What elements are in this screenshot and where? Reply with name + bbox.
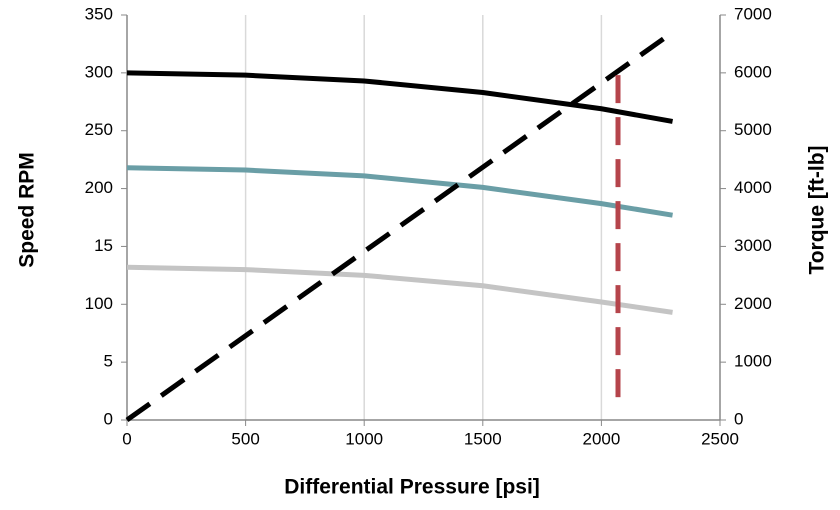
- y2-tick-label: 7000: [734, 4, 772, 23]
- x-axis-title: Differential Pressure [psi]: [284, 476, 540, 499]
- y2-tick-label: 1000: [734, 352, 772, 371]
- y2-tick-label: 2000: [734, 294, 772, 313]
- x-tick-label: 0: [122, 429, 131, 448]
- x-tick-label: 2500: [701, 429, 739, 448]
- y-tick-label: 300: [85, 62, 113, 81]
- y-axis-title: Speed RPM: [16, 152, 39, 268]
- y2-tick-label: 0: [734, 409, 743, 428]
- y-tick-label: 5: [104, 352, 113, 371]
- y-tick-label: 350: [85, 4, 113, 23]
- series-line: [125, 30, 675, 423]
- y-tick-label: 100: [85, 294, 113, 313]
- y2-tick-label: 3000: [734, 236, 772, 255]
- y2-tick-label: 4000: [734, 178, 772, 197]
- x-tick-label: 2000: [582, 429, 620, 448]
- series-line: [126, 165, 673, 218]
- y2-axis-title: Torque [ft-lb]: [806, 145, 829, 274]
- y-tick-label: 250: [85, 120, 113, 139]
- series-line: [126, 70, 674, 124]
- y2-tick-label: 5000: [734, 120, 772, 139]
- y-tick-label: 0: [104, 409, 113, 428]
- y-tick-label: 200: [85, 178, 113, 197]
- y2-tick-label: 6000: [734, 62, 772, 81]
- x-tick-label: 500: [231, 429, 259, 448]
- y-tick-label: 15: [94, 236, 113, 255]
- series-line: [126, 264, 673, 315]
- x-tick-label: 1000: [345, 429, 383, 448]
- x-tick-label: 1500: [464, 429, 502, 448]
